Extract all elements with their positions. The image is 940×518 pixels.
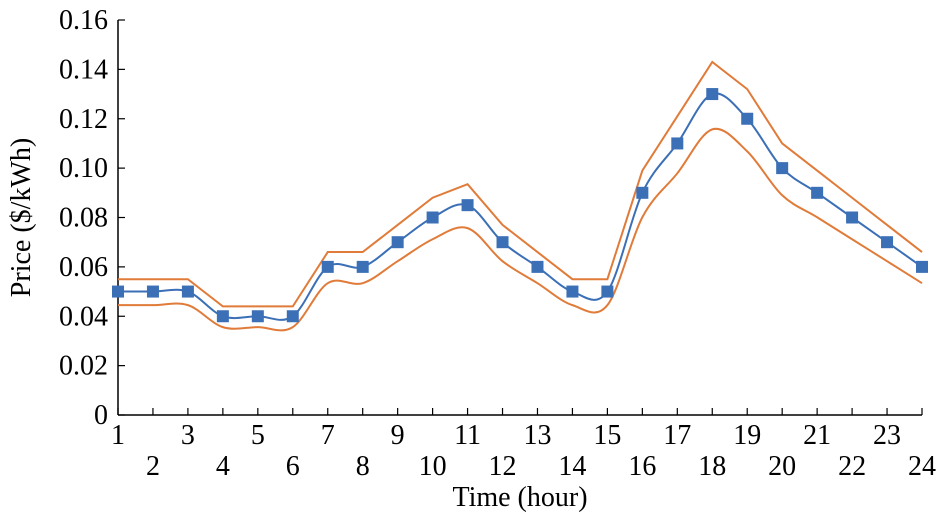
data-point: [741, 112, 754, 125]
x-tick-label: 14: [558, 451, 586, 482]
y-tick-label: 0.12: [59, 104, 108, 135]
x-tick-label: 11: [454, 420, 481, 451]
x-tick-label: 2: [146, 451, 160, 482]
data-point: [112, 285, 124, 298]
data-point: [916, 260, 928, 273]
x-tick-label: 4: [216, 451, 230, 482]
data-point: [251, 310, 264, 323]
data-point: [496, 236, 509, 249]
data-point: [706, 88, 719, 101]
data-point: [216, 310, 229, 323]
x-tick-label: 6: [286, 451, 300, 482]
data-point: [391, 236, 404, 249]
y-tick-label: 0.02: [59, 351, 108, 382]
y-tick-label: 0.10: [59, 153, 108, 184]
data-point: [636, 186, 649, 199]
data-point: [881, 236, 894, 249]
data-point: [321, 260, 334, 273]
x-tick-label: 8: [356, 451, 370, 482]
y-tick-label: 0.16: [59, 5, 108, 36]
y-tick-label: 0.08: [59, 203, 108, 234]
data-point: [601, 285, 614, 298]
x-tick-label: 10: [419, 451, 447, 482]
y-axis-label: Price ($/kWh): [6, 138, 37, 297]
data-point: [671, 137, 684, 150]
x-tick-label: 18: [698, 451, 726, 482]
axes: [117, 19, 923, 416]
data-point: [846, 211, 859, 224]
x-tick-label: 3: [181, 420, 195, 451]
x-tick-label: 24: [908, 451, 936, 482]
y-tick-label: 0.14: [59, 54, 108, 85]
x-tick-label: 17: [663, 420, 691, 451]
x-tick-label: 9: [391, 420, 405, 451]
series-line-1: [118, 60, 923, 308]
tick-labels: 00.020.040.060.080.100.120.140.161 3 5 7 9 11…: [59, 5, 936, 482]
y-tick-label: 0: [94, 400, 108, 431]
data-point: [181, 285, 194, 298]
data-point: [776, 162, 789, 175]
y-tick-label: 0.06: [59, 252, 108, 283]
series-layer: [112, 60, 928, 332]
data-point: [356, 260, 369, 273]
x-axis-label: Time (hour): [452, 482, 587, 513]
data-point: [426, 211, 439, 224]
x-tick-label: 5: [251, 420, 265, 451]
x-tick-label: 19: [733, 420, 761, 451]
series-line-2: [117, 127, 923, 332]
x-tick-label: 12: [489, 451, 517, 482]
data-point: [531, 260, 544, 273]
x-tick-label: 16: [628, 451, 656, 482]
y-tick-label: 0.04: [59, 301, 108, 332]
data-point: [146, 285, 159, 298]
x-tick-label: 7: [321, 420, 335, 451]
x-tick-label: 23: [873, 420, 901, 451]
x-tick-label: 20: [768, 451, 796, 482]
x-tick-label: 15: [593, 420, 621, 451]
data-point: [566, 285, 579, 298]
x-tick-label: 1: [111, 420, 125, 451]
series-line-0: [118, 92, 923, 321]
data-point: [461, 199, 474, 212]
data-point: [286, 310, 299, 323]
x-tick-label: 21: [803, 420, 831, 451]
x-tick-label: 13: [523, 420, 551, 451]
data-point: [811, 186, 824, 199]
x-tick-label: 22: [838, 451, 866, 482]
